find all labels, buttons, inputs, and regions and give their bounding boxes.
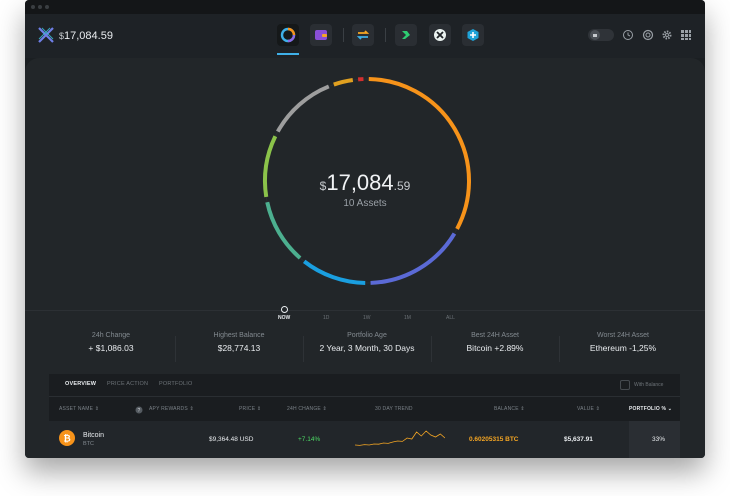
col-balance[interactable]: BALANCE ⇕ <box>494 406 525 412</box>
timeline-now-marker[interactable] <box>281 306 288 313</box>
col-asset-name[interactable]: ASSET NAME ⇕ <box>59 406 100 412</box>
asset-value: $5,637.91 <box>564 436 593 443</box>
stat-value: Bitcoin +2.89% <box>466 343 524 353</box>
table-row[interactable]: ₿ Bitcoin BTC $9,364.48 USD +7.14% 0.602… <box>49 421 680 458</box>
col-portfolio-pct[interactable]: PORTFOLIO % ⌄ <box>629 406 672 412</box>
wallet-icon[interactable] <box>310 24 332 46</box>
timeline-now[interactable]: NOW <box>278 315 291 321</box>
donut-segment <box>368 77 471 230</box>
stat-divider <box>303 336 304 362</box>
stat-highest-balance: Highest Balance $28,774.13 <box>175 332 303 353</box>
stat-portfolio-age: Portfolio Age 2 Year, 3 Month, 30 Days <box>303 332 431 353</box>
stat-label: Worst 24H Asset <box>596 332 649 339</box>
stats-bar: 24h Change + $1,086.03 Highest Balance $… <box>25 332 705 364</box>
asset-balance: 0.60205315 BTC <box>469 436 519 443</box>
settings-icon[interactable] <box>661 28 673 46</box>
asset-portfolio-pct: 33% <box>652 436 666 443</box>
app-icon-x[interactable] <box>429 24 451 46</box>
timeline-1m[interactable]: 1M <box>404 315 411 321</box>
donut-segment <box>302 259 366 285</box>
table-tabs: OVERVIEW PRICE ACTION PORTFOLIO With Bal… <box>49 374 680 396</box>
title-bar <box>25 0 705 14</box>
bitcoin-coin-icon: ₿ <box>59 430 75 446</box>
table-header: ASSET NAME ⇕ ? APY REWARDS ⇕ PRICE ⇕ 24H… <box>49 396 680 422</box>
tab-price-action[interactable]: PRICE ACTION <box>107 381 149 387</box>
col-24h-change[interactable]: 24H CHANGE ⇕ <box>287 406 327 412</box>
tab-portfolio[interactable]: PORTFOLIO <box>159 381 193 387</box>
col-apy-rewards[interactable]: APY REWARDS ⇕ <box>149 406 194 412</box>
stat-24h-change: 24h Change + $1,086.03 <box>47 332 175 353</box>
apy-info-icon[interactable]: ? <box>135 406 143 414</box>
stat-worst-asset: Worst 24H Asset Ethereum -1,25% <box>559 332 687 353</box>
portfolio-icon[interactable] <box>277 24 299 46</box>
stat-divider <box>175 336 176 362</box>
timeline-1w[interactable]: 1W <box>363 315 371 321</box>
active-tab-indicator <box>277 53 299 55</box>
stat-value: Ethereum -1,25% <box>589 343 657 353</box>
asset-table: OVERVIEW PRICE ACTION PORTFOLIO With Bal… <box>49 374 680 458</box>
nav-separator <box>385 28 386 42</box>
col-portfolio-label: PORTFOLIO % <box>629 406 667 412</box>
tab-overview[interactable]: OVERVIEW <box>65 381 97 387</box>
exchange-icon[interactable] <box>352 24 374 46</box>
portfolio-total: $17,084.59 <box>265 170 465 196</box>
asset-count: 10 Assets <box>343 198 387 209</box>
trend-sparkline <box>355 430 445 446</box>
window-minimize-dot[interactable] <box>38 5 42 9</box>
col-value[interactable]: VALUE ⇕ <box>577 406 601 412</box>
svg-text:₿: ₿ <box>63 434 70 444</box>
stat-label: Best 24H Asset <box>471 332 519 339</box>
portfolio-main: $17,084.59 10 Assets NOW 1D 1W 1M ALL 24… <box>25 58 705 458</box>
col-30-day-trend: 30 DAY TREND <box>375 406 413 412</box>
top-bar: $17,084.59 <box>25 14 705 58</box>
nav-separator <box>343 28 344 42</box>
donut-segment <box>265 201 302 260</box>
portfolio-donut-chart <box>263 77 471 285</box>
portfolio-total-amount: 17,084 <box>326 170 394 195</box>
stat-label: 24h Change <box>91 332 131 339</box>
timeline-track <box>25 310 705 311</box>
stat-label: Highest Balance <box>213 332 265 339</box>
donut-segment <box>370 232 457 285</box>
stat-value: 2 Year, 3 Month, 30 Days <box>319 343 415 353</box>
sort-down-icon: ⌄ <box>667 406 673 412</box>
asset-ticker: BTC <box>83 441 94 447</box>
header-balance-currency: $ <box>59 31 65 41</box>
stat-divider <box>431 336 432 362</box>
with-balance-label[interactable]: With Balance <box>634 382 664 388</box>
portfolio-pct-highlight <box>629 421 680 458</box>
donut-segment <box>333 78 354 87</box>
history-icon[interactable] <box>622 28 634 46</box>
portfolio-total-currency: $ <box>319 179 327 193</box>
stat-best-asset: Best 24H Asset Bitcoin +2.89% <box>431 332 559 353</box>
stat-value: + $1,086.03 <box>88 343 134 353</box>
donut-segment <box>276 84 330 133</box>
stat-value: $28,774.13 <box>217 343 261 353</box>
lock-toggle-icon[interactable] <box>588 28 614 47</box>
asset-name: Bitcoin <box>83 432 105 439</box>
portfolio-total-cents: .59 <box>393 179 411 193</box>
timeline-all[interactable]: ALL <box>446 315 455 321</box>
support-icon[interactable] <box>642 28 654 46</box>
asset-price: $9,364.48 USD <box>209 436 254 443</box>
header-balance: $17,084.59 <box>59 30 113 42</box>
timeline-1d[interactable]: 1D <box>323 315 330 321</box>
grid-icon[interactable] <box>680 28 692 46</box>
stat-label: Portfolio Age <box>347 332 387 339</box>
col-price[interactable]: PRICE ⇕ <box>239 406 262 412</box>
app-icon-plus[interactable] <box>462 24 484 46</box>
app-window: $17,084.59 <box>25 0 705 458</box>
window-close-dot[interactable] <box>31 5 35 9</box>
with-balance-checkbox[interactable] <box>620 380 630 390</box>
svg-text:?: ? <box>138 408 141 414</box>
window-maximize-dot[interactable] <box>45 5 49 9</box>
header-balance-value: 17,084.59 <box>64 30 113 42</box>
stat-divider <box>559 336 560 362</box>
exodus-logo-icon <box>38 27 54 43</box>
donut-segment <box>263 135 278 198</box>
app-icon-green[interactable] <box>395 24 417 46</box>
asset-24h-change: +7.14% <box>298 436 321 443</box>
